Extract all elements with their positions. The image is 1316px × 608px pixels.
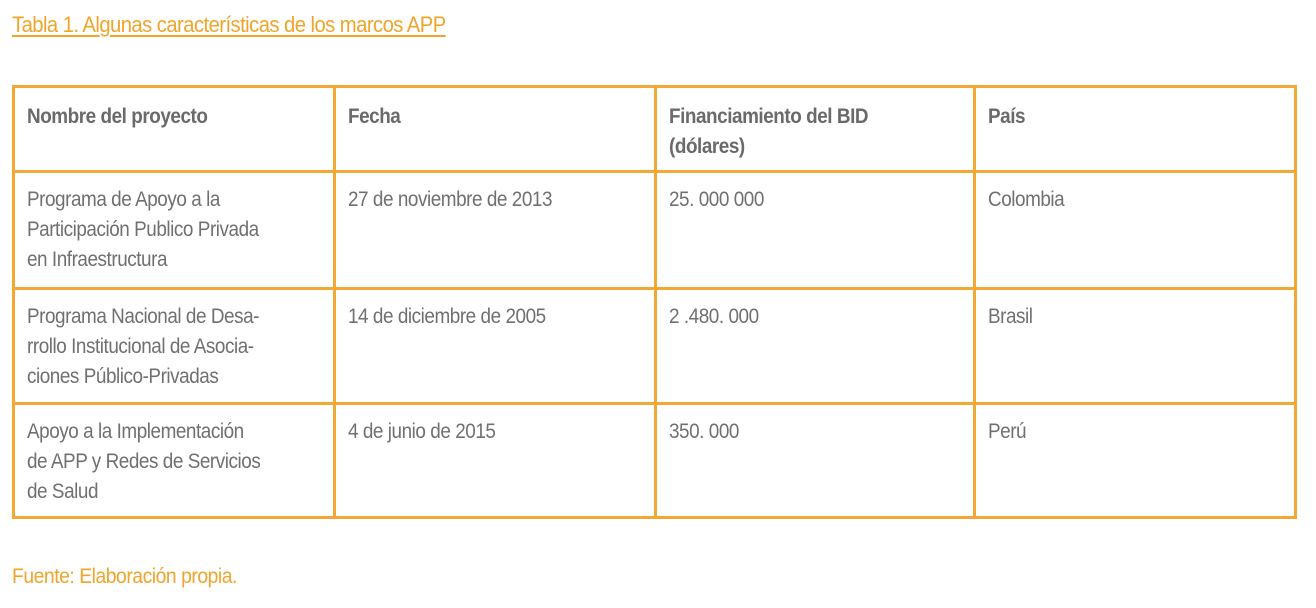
- project-date: 14 de diciembre de 2005: [347, 305, 546, 328]
- cell-country: Brasil: [973, 287, 1297, 405]
- project-name: Programa de Apoyo a la Participación Pub…: [27, 188, 259, 271]
- project-financing: 350. 000: [668, 420, 739, 443]
- table-title: Tabla 1. Algunas características de los …: [12, 12, 446, 37]
- cell-date: 27 de noviembre de 2013: [332, 170, 657, 290]
- header-project-name-label: Nombre del proyecto: [27, 105, 208, 128]
- header-date-label: Fecha: [347, 105, 401, 128]
- cell-country: Colombia: [973, 170, 1297, 290]
- cell-financing: 350. 000: [653, 402, 977, 519]
- header-project-name: Nombre del proyecto: [12, 85, 336, 173]
- project-name: Programa Nacional de Desa- rrollo Instit…: [27, 305, 260, 388]
- cell-project: Programa de Apoyo a la Participación Pub…: [12, 170, 336, 290]
- table-row: Programa de Apoyo a la Participación Pub…: [12, 170, 1297, 290]
- project-date: 4 de junio de 2015: [347, 420, 496, 443]
- project-name: Apoyo a la Implementación de APP y Redes…: [27, 420, 261, 503]
- cell-financing: 2 .480. 000: [653, 287, 977, 405]
- cell-country: Perú: [973, 402, 1297, 519]
- header-country-label: País: [988, 105, 1026, 128]
- header-country: País: [973, 85, 1297, 173]
- table-row: Programa Nacional de Desa- rrollo Instit…: [12, 287, 1297, 405]
- cell-date: 4 de junio de 2015: [332, 402, 657, 519]
- project-financing: 25. 000 000: [668, 188, 764, 211]
- header-financing: Financiamiento del BID (dólares): [653, 85, 977, 173]
- source-note: Fuente: Elaboración propia.: [12, 565, 237, 588]
- cell-project: Apoyo a la Implementación de APP y Redes…: [12, 402, 336, 519]
- cell-project: Programa Nacional de Desa- rrollo Instit…: [12, 287, 336, 405]
- project-country: Brasil: [988, 305, 1033, 328]
- project-country: Colombia: [988, 188, 1065, 211]
- header-financing-label: Financiamiento del BID (dólares): [668, 105, 869, 158]
- project-date: 27 de noviembre de 2013: [347, 188, 552, 211]
- project-country: Perú: [988, 420, 1027, 443]
- project-financing: 2 .480. 000: [668, 305, 759, 328]
- table-header-row: Nombre del proyecto Fecha Financiamiento…: [12, 85, 1297, 173]
- table-row: Apoyo a la Implementación de APP y Redes…: [12, 402, 1297, 519]
- cell-date: 14 de diciembre de 2005: [332, 287, 657, 405]
- cell-financing: 25. 000 000: [653, 170, 977, 290]
- header-date: Fecha: [332, 85, 657, 173]
- app-frameworks-table: Nombre del proyecto Fecha Financiamiento…: [12, 85, 1297, 519]
